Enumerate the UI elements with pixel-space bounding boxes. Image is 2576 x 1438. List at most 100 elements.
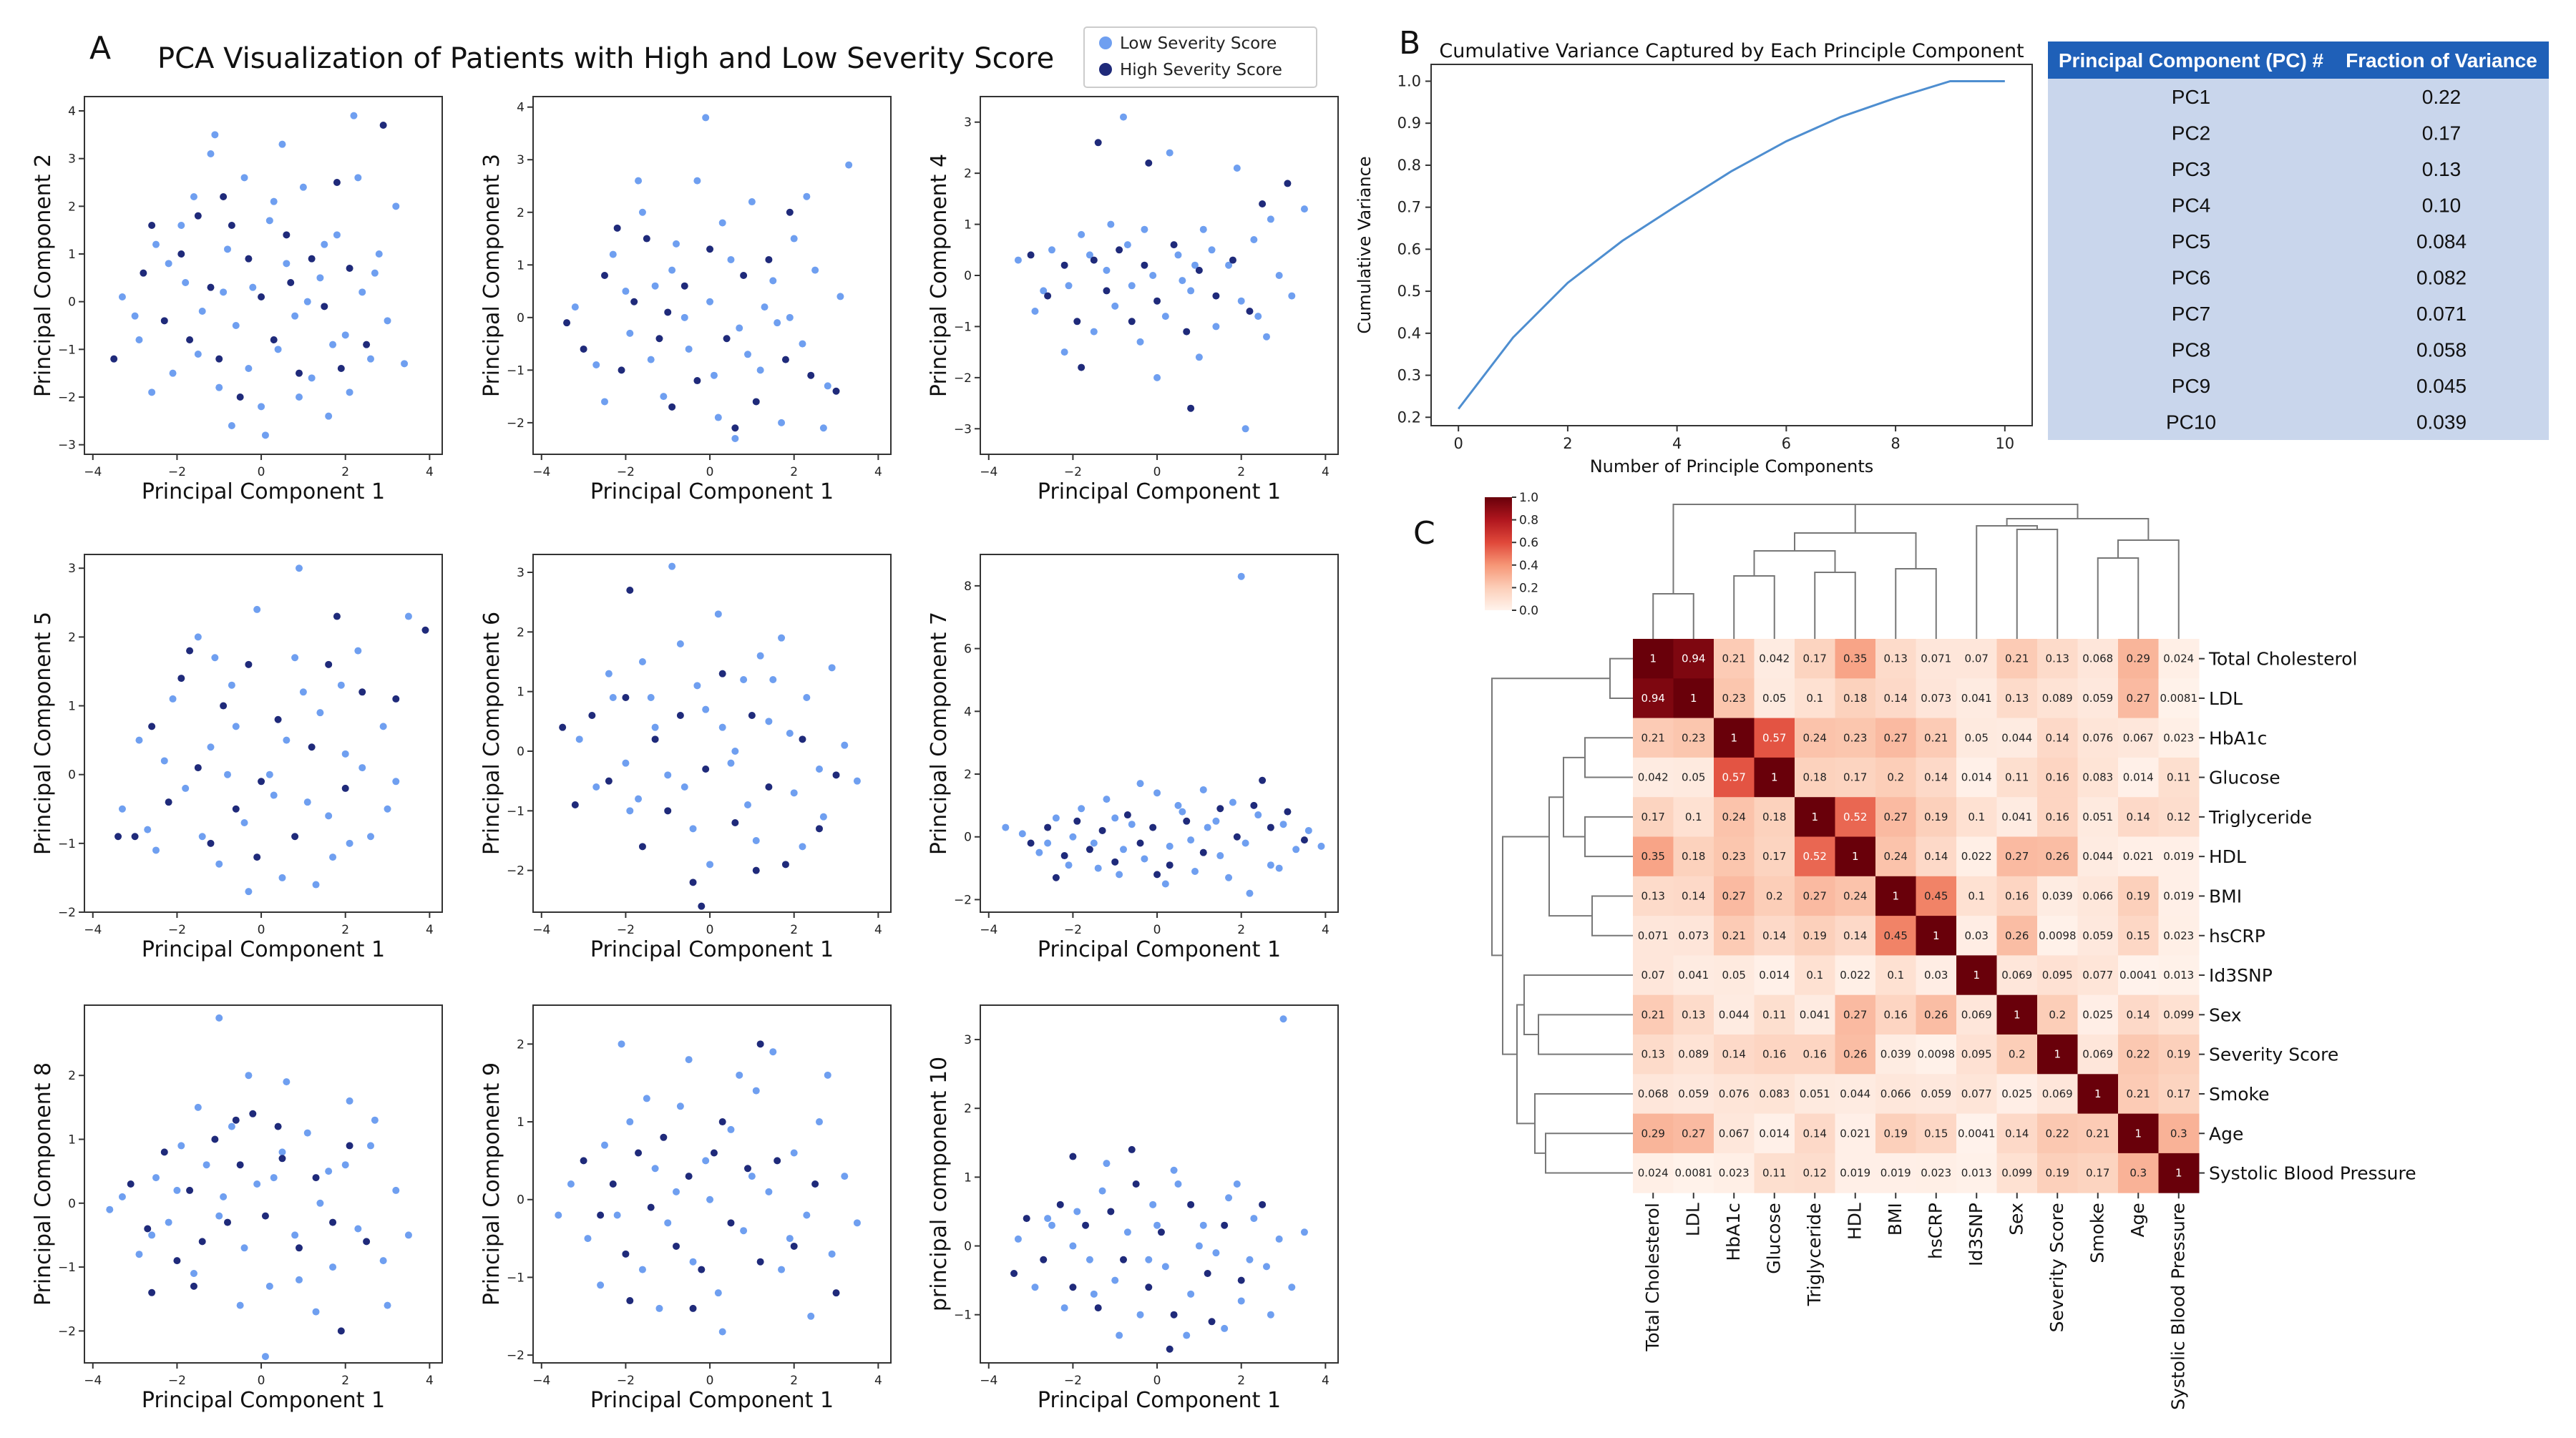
low-severity-point [182,784,190,792]
low-severity-point [1136,338,1144,346]
heatmap-cell-value: 0.0041 [2119,969,2157,982]
heatmap-cell-value: 0.14 [1803,1127,1827,1140]
low-severity-point [635,177,643,185]
high-severity-point [1136,839,1144,847]
heatmap-cell [1795,955,1835,996]
heatmap-cell [2158,639,2200,679]
low-severity-point [778,1266,786,1273]
y-tick-label: −2 [954,371,972,386]
low-severity-point [1014,256,1022,264]
low-severity-point [1052,814,1060,822]
heatmap-cell-value: 0.14 [1682,889,1705,902]
high-severity-point [1284,808,1292,816]
table-header-cell: Fraction of Variance [2346,49,2537,72]
x-tick-label: −4 [532,1374,550,1388]
low-severity-point [685,345,693,353]
high-severity-point [232,805,240,813]
high-severity-point [346,265,353,272]
heatmap-cell-value: 0.025 [2001,1087,2032,1100]
heatmap-cell-value: 0.94 [1641,692,1665,705]
low-severity-point [1317,842,1325,850]
high-severity-point [333,179,341,186]
heatmap-cell-value: 0.35 [1843,652,1867,665]
high-severity-point [283,231,291,239]
table-cell: 0.084 [2416,230,2467,253]
heatmap-cell-value: 0.19 [2127,889,2150,902]
low-severity-point [1250,1215,1258,1223]
low-severity-point [693,177,701,185]
heatmap-cell [1835,797,1876,837]
high-severity-point [1090,256,1098,264]
x-tick-label: 4 [1322,1374,1330,1388]
high-severity-point [1187,404,1195,412]
heatmap-cell-value: 0.16 [1762,1048,1786,1061]
low-severity-point [803,1211,811,1219]
low-severity-point [786,313,794,321]
x-tick-label: 2 [341,465,349,479]
heatmap-cell [2118,1113,2159,1154]
low-severity-point [816,1118,823,1126]
low-severity-point [845,161,853,169]
heatmap-cell [1835,876,1876,916]
low-severity-point [253,605,261,613]
heatmap-cell-value: 0.059 [2082,929,2113,942]
low-severity-point [609,250,617,258]
heatmap-col-label: Triglyceride [1804,1203,1825,1306]
high-severity-point [731,819,739,826]
low-severity-point [384,1301,391,1309]
high-severity-point [638,843,646,851]
low-severity-point [367,833,374,841]
x-tick-label: 8 [1890,435,1900,452]
heatmap-cell [1835,639,1876,679]
heatmap-cell [2077,994,2119,1035]
low-severity-point [718,1328,726,1336]
x-tick-label: 2 [341,1374,349,1388]
low-severity-point [384,805,391,813]
high-severity-point [1233,833,1241,841]
heatmap-cell [1714,678,1755,719]
low-severity-point [1153,1221,1161,1229]
y-tick-label: 2 [964,1102,972,1116]
low-severity-point [555,1211,562,1219]
high-severity-point [211,1135,219,1143]
high-severity-point [236,1161,244,1169]
high-severity-point [308,743,316,751]
high-severity-point [1145,1283,1153,1291]
high-severity-point [563,319,571,327]
high-severity-point [296,369,303,377]
y-tick-label: −3 [58,439,76,453]
heatmap-cell-value: 0.019 [1840,1167,1870,1180]
low-severity-point [622,288,630,295]
y-tick-label: 0 [517,311,525,326]
heatmap-cell [1673,955,1714,996]
low-severity-point [643,1095,650,1102]
heatmap-col-label: Total Cholesterol [1642,1203,1663,1351]
x-tick-label: −4 [532,465,550,479]
heatmap-cell-value: 0.073 [1921,692,1951,705]
heatmap-cell [1795,1074,1835,1115]
heatmap-cell-value: 1 [1973,969,1980,982]
heatmap-cell-value: 0.042 [1759,652,1790,665]
heatmap-cell [1633,916,1674,956]
panel-c-letter: C [1413,515,1435,552]
low-severity-point [778,419,786,426]
heatmap-cell-value: 0.025 [2082,1008,2113,1021]
heatmap-cell-value: 0.013 [1961,1167,1992,1180]
high-severity-point [664,807,672,815]
column-dendrogram-branch [1652,593,1694,639]
low-severity-point [296,393,303,401]
high-severity-point [1221,1221,1229,1229]
low-severity-point [1153,373,1161,381]
low-severity-point [702,1157,710,1165]
high-severity-point [1069,1283,1077,1291]
heatmap-cell [1673,718,1714,758]
heatmap-cell [1714,1153,1755,1193]
heatmap-cell [2037,797,2078,837]
heatmap-cell-value: 0.19 [1924,811,1948,823]
low-severity-point [731,434,739,442]
low-severity-point [714,414,722,421]
low-severity-point [1107,220,1115,228]
heatmap-cell [1835,916,1876,956]
low-severity-point [236,1301,244,1309]
heatmap-cell [2077,718,2119,758]
